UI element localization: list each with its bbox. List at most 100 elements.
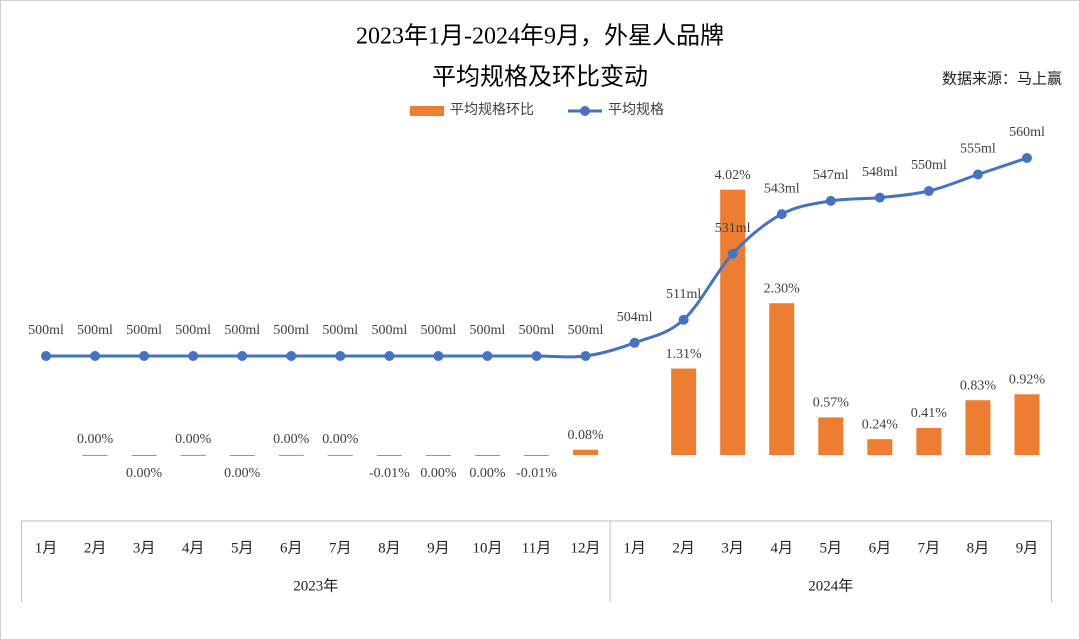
- legend-swatch: [410, 106, 444, 116]
- line-marker: [825, 195, 836, 206]
- line-marker: [188, 351, 199, 361]
- line-marker: [629, 337, 640, 348]
- x-tick-label: 5月: [231, 540, 254, 556]
- bar: [818, 417, 844, 455]
- bar: [1014, 394, 1040, 455]
- bar: [376, 455, 402, 456]
- bar: [720, 189, 746, 455]
- bar: [131, 455, 157, 456]
- data-label: 500ml: [371, 323, 407, 338]
- bar: [425, 455, 451, 456]
- line-marker: [972, 169, 983, 180]
- data-label: 0.00%: [224, 466, 261, 481]
- data-label: 547ml: [813, 168, 849, 183]
- data-label: 0.00%: [420, 466, 457, 481]
- bar: [867, 439, 893, 455]
- x-tick-label: 8月: [967, 540, 990, 556]
- data-label: 500ml: [126, 323, 162, 338]
- data-label: 500ml: [421, 323, 457, 338]
- data-label: 0.83%: [960, 378, 997, 393]
- data-label: 500ml: [568, 323, 604, 338]
- line-marker: [580, 351, 591, 361]
- legend-marker: [580, 106, 590, 116]
- bar: [474, 455, 500, 456]
- line-marker: [678, 314, 689, 325]
- line-marker: [335, 351, 346, 361]
- data-label: 0.00%: [322, 432, 359, 447]
- bar: [916, 427, 942, 455]
- data-label: 0.00%: [77, 432, 114, 447]
- legend-label: 平均规格环比: [450, 102, 534, 118]
- line-marker: [482, 351, 493, 361]
- bar: [82, 454, 108, 456]
- line-marker: [90, 351, 101, 361]
- data-label: 500ml: [519, 323, 555, 338]
- bar: [229, 455, 255, 456]
- line-marker: [237, 351, 248, 361]
- data-label: 0.00%: [126, 466, 163, 481]
- line-marker: [384, 351, 395, 361]
- data-label: 0.24%: [862, 417, 899, 432]
- x-tick-label: 1月: [623, 540, 646, 556]
- x-tick-label: 9月: [1016, 540, 1039, 556]
- line-marker: [923, 186, 934, 196]
- x-tick-label: 1月: [35, 540, 58, 556]
- data-label: 504ml: [617, 310, 653, 325]
- data-label: 500ml: [175, 323, 211, 338]
- data-label: 500ml: [77, 323, 113, 338]
- data-label: 548ml: [862, 165, 898, 180]
- x-tick-label: 4月: [770, 540, 793, 556]
- data-label: 543ml: [764, 181, 800, 196]
- x-tick-label: 8月: [378, 540, 401, 556]
- x-tick-label: 7月: [918, 540, 941, 556]
- x-tick-label: 10月: [472, 540, 502, 556]
- x-tick-label: 9月: [427, 540, 450, 556]
- x-tick-label: 6月: [869, 540, 892, 556]
- data-label: -0.01%: [516, 466, 557, 481]
- data-label: 500ml: [224, 323, 260, 338]
- line-marker: [727, 248, 738, 259]
- data-label: 500ml: [273, 323, 309, 338]
- line-marker: [41, 351, 52, 361]
- data-label: 531ml: [715, 221, 751, 236]
- line-marker: [139, 351, 150, 361]
- x-tick-label: 6月: [280, 540, 303, 556]
- data-label: 0.00%: [175, 432, 212, 447]
- data-label: 555ml: [960, 142, 996, 157]
- data-label: 560ml: [1009, 125, 1045, 140]
- line-marker: [531, 351, 542, 361]
- x-tick-label: 2月: [84, 540, 107, 556]
- bar: [769, 303, 795, 455]
- data-label: 550ml: [911, 158, 947, 173]
- chart-subtitle: 平均规格及环比变动: [432, 64, 648, 91]
- line-marker: [874, 192, 885, 203]
- group-label: 2024年: [808, 577, 853, 594]
- data-label: 2.30%: [764, 281, 801, 296]
- line-marker: [1021, 153, 1032, 163]
- x-tick-label: 7月: [329, 540, 352, 556]
- bar: [278, 454, 304, 456]
- line-marker: [776, 209, 787, 220]
- legend-label: 平均规格: [608, 102, 664, 118]
- chart-title: 2023年1月-2024年9月，外星人品牌: [356, 23, 724, 50]
- line-marker: [286, 351, 297, 361]
- x-tick-label: 5月: [820, 540, 843, 556]
- data-label: 0.00%: [469, 466, 506, 481]
- bar: [327, 454, 353, 456]
- data-label: 500ml: [28, 323, 64, 338]
- x-tick-label: 2月: [672, 540, 695, 556]
- data-label: 0.08%: [567, 428, 604, 443]
- line-marker: [433, 351, 444, 361]
- bar: [671, 368, 697, 455]
- data-label: 0.92%: [1009, 372, 1046, 387]
- x-tick-label: 3月: [721, 540, 744, 556]
- data-label: -0.01%: [369, 466, 410, 481]
- data-label: 500ml: [470, 323, 506, 338]
- bar: [965, 400, 991, 455]
- data-label: 500ml: [322, 323, 358, 338]
- data-label: 0.00%: [273, 432, 310, 447]
- x-tick-label: 12月: [571, 540, 601, 556]
- group-label: 2023年: [293, 577, 338, 594]
